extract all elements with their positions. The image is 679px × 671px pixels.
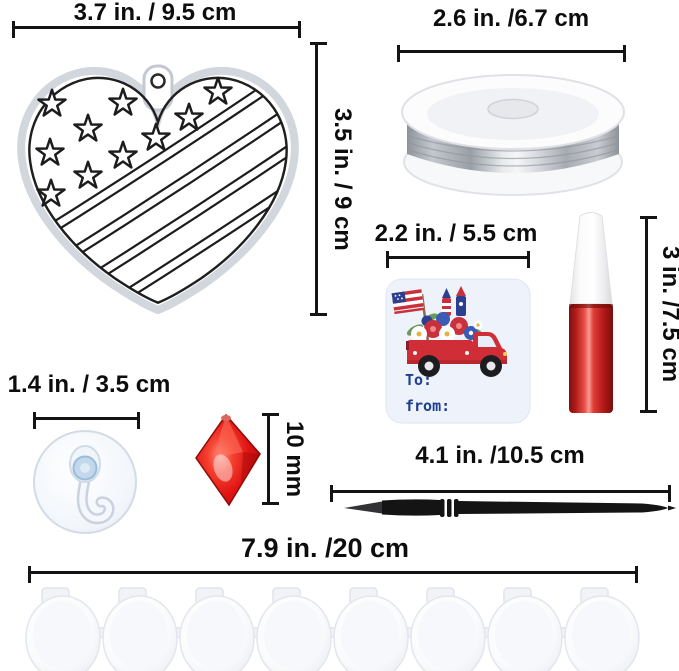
bead-facet <box>213 415 243 458</box>
hanging-tab <box>142 64 174 112</box>
tick <box>640 410 657 413</box>
tick <box>330 485 333 502</box>
dim-line-heart-width <box>12 21 301 38</box>
paint-pot <box>487 587 563 671</box>
dim-line-strip-length <box>28 566 638 583</box>
bead-hole <box>221 415 231 421</box>
tick <box>137 412 140 429</box>
dim-label-bead-height: 10 mm <box>281 420 308 498</box>
hanging-hole <box>150 73 166 89</box>
dim-label-heart-width: 3.7 in. / 9.5 cm <box>73 0 237 26</box>
paint-brush <box>344 499 676 517</box>
suction-cup-hook <box>33 430 137 534</box>
paint-pot <box>25 587 101 671</box>
tick <box>298 21 301 38</box>
brush-handle <box>456 501 668 514</box>
tick <box>635 566 638 583</box>
heart-suncatcher <box>17 64 299 315</box>
tick <box>28 566 31 583</box>
hook-knob-center <box>80 463 90 473</box>
tick <box>310 42 327 45</box>
brush-bristles <box>344 501 382 514</box>
hook <box>76 474 115 525</box>
truck-wheel <box>418 355 440 377</box>
truck-wheel <box>480 355 502 377</box>
dim-line-brush-length <box>330 485 671 502</box>
dim-line-heart-height <box>310 42 327 316</box>
dim-label-hook-width: 1.4 in. / 3.5 cm <box>7 371 171 398</box>
glue-tube <box>569 212 613 413</box>
brush-rings <box>440 499 459 517</box>
card-to-label: To: <box>405 371 432 389</box>
paint-pot <box>564 587 640 671</box>
dim-line-card-width <box>386 251 530 268</box>
dim-label-heart-height: 3.5 in. / 9 cm <box>329 107 356 251</box>
tick <box>310 313 327 316</box>
rocket-icon-blue <box>456 286 466 316</box>
rocket-icon-red <box>442 288 451 316</box>
glue-cap <box>569 212 613 305</box>
paint-pot <box>179 587 255 671</box>
paint-pot <box>410 587 486 671</box>
glue-body <box>569 304 613 413</box>
tick <box>12 21 15 38</box>
tick <box>262 502 279 505</box>
brush-grip <box>382 499 440 516</box>
card-from-label: from: <box>405 397 450 415</box>
gift-card: To: from: <box>385 278 531 424</box>
dim-line-glue-height <box>640 216 657 413</box>
red-bead <box>195 413 261 507</box>
dim-label-glue-height: 3 in. /7.5 cm <box>657 246 679 383</box>
tick <box>397 45 400 62</box>
tick <box>262 413 279 416</box>
tick <box>640 216 657 219</box>
paint-pot-strip <box>25 587 640 671</box>
paint-pot <box>333 587 409 671</box>
dim-label-brush-length: 4.1 in. /10.5 cm <box>415 442 585 469</box>
tick <box>33 412 36 429</box>
bead-highlight <box>213 454 233 482</box>
dim-line-hook-width <box>33 412 140 429</box>
spool-center-hole <box>487 98 539 120</box>
tick <box>623 45 626 62</box>
bead-facet <box>241 452 260 482</box>
tick <box>668 485 671 502</box>
paint-pot <box>256 587 332 671</box>
wire-spool <box>401 74 625 196</box>
tick <box>386 251 389 268</box>
flower-bouquet <box>406 312 484 342</box>
american-flag-icon <box>391 289 425 315</box>
dim-label-card-width: 2.2 in. / 5.5 cm <box>374 220 538 247</box>
truck-icon <box>406 332 507 377</box>
bead-body <box>195 413 261 507</box>
dim-line-spool-width <box>397 45 626 62</box>
paint-pot <box>102 587 178 671</box>
dim-label-strip-length: 7.9 in. /20 cm <box>240 533 410 563</box>
dim-label-spool-width: 2.6 in. /6.7 cm <box>432 5 590 32</box>
tick <box>527 251 530 268</box>
heart-inner-outline <box>28 76 288 304</box>
dim-line-bead-height <box>262 413 279 505</box>
brush-tip <box>668 505 676 511</box>
